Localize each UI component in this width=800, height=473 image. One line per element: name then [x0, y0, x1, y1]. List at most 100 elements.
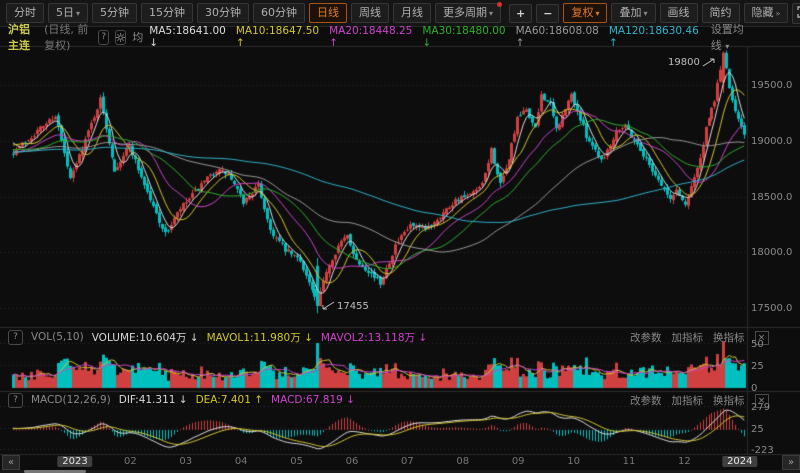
dea-value: DEA:7.401 ↑: [195, 394, 264, 406]
chevron-down-icon: ▾: [76, 9, 81, 18]
volume-axis-label: 0: [751, 383, 758, 394]
macd-change-params-link[interactable]: 改参数: [630, 395, 662, 407]
period-button-5日[interactable]: 5日 ▾: [48, 3, 89, 23]
macd-indicator-label[interactable]: MACD(12,26,9): [31, 394, 111, 406]
action-buttons: 复权 ▾ 叠加 ▾ 画线 简约 隐藏»: [563, 3, 789, 23]
time-axis-label-11[interactable]: 11: [622, 456, 636, 467]
ma-value-2: MA20:18448.25 ↑: [329, 25, 413, 49]
time-axis-label-09[interactable]: 09: [511, 456, 525, 467]
time-axis-label-2023[interactable]: 2023: [57, 456, 93, 467]
ma-value-0: MA5:18641.00 ↓: [149, 25, 226, 49]
ma-prefix-label: 均: [132, 31, 144, 44]
macd-pane-links: 改参数 加指标 换指标 ×: [630, 393, 769, 408]
chevron-down-icon: ▾: [643, 9, 648, 18]
time-axis-label-03[interactable]: 03: [179, 456, 193, 467]
ma-value-4: MA60:18608.08 ↑: [515, 25, 599, 49]
scroll-left-button[interactable]: «: [2, 455, 20, 470]
gear-icon-glyph: [116, 32, 126, 42]
action-button-复权[interactable]: 复权 ▾: [563, 3, 608, 23]
macd-add-indicator-link[interactable]: 加指标: [671, 395, 704, 407]
volume-axis-label: 50: [751, 339, 764, 350]
time-axis-label-08[interactable]: 08: [456, 456, 470, 467]
time-axis-label-02[interactable]: 02: [124, 456, 137, 467]
help-icon[interactable]: ?: [8, 392, 23, 408]
action-button-叠加[interactable]: 叠加 ▾: [611, 3, 656, 23]
double-arrow-icon: »: [775, 9, 781, 18]
action-button-画线[interactable]: 画线: [659, 3, 698, 23]
period-button-月线[interactable]: 月线: [393, 3, 432, 23]
period-button-周线[interactable]: 周线: [351, 3, 390, 23]
price-axis-label: 19000.0: [751, 135, 793, 147]
macd-axis-label: 25: [751, 423, 764, 435]
macd-pane-header: ? MACD(12,26,9) DIF:41.311 ↓ DEA:7.401 ↑…: [8, 392, 355, 408]
ma-value-1: MA10:18647.50 ↑: [235, 25, 320, 49]
close-icon[interactable]: ×: [754, 393, 769, 408]
volume-indicator-label[interactable]: VOL(5,10): [31, 331, 84, 343]
low-price-annotation: 17455: [320, 300, 369, 312]
volume-pane-links: 改参数 加指标 换指标 ×: [630, 330, 769, 345]
chart-scrollbar[interactable]: [0, 470, 800, 473]
fullscreen-icon: [797, 5, 800, 18]
notification-dot: [497, 2, 503, 7]
volume-add-indicator-link[interactable]: 加指标: [671, 332, 704, 344]
high-price-label: 19800: [668, 56, 700, 68]
arrow-down-left-icon: [322, 301, 335, 310]
time-axis-label-07[interactable]: 07: [401, 456, 414, 467]
help-icon[interactable]: ?: [8, 329, 23, 345]
zoom-in-button[interactable]: +: [509, 3, 533, 23]
action-button-隐藏[interactable]: 隐藏»: [743, 3, 789, 23]
time-axis-label-06[interactable]: 06: [345, 456, 359, 467]
action-button-简约[interactable]: 简约: [701, 3, 740, 23]
macd-axis-label: -223: [751, 445, 774, 457]
volume-pane-header: ? VOL(5,10) VOLUME:10.604万 ↓ MAVOL1:11.9…: [8, 329, 428, 345]
time-axis-label-2024[interactable]: 2024: [722, 456, 758, 467]
period-button-分时[interactable]: 分时: [6, 3, 44, 23]
period-button-30分钟[interactable]: 30分钟: [197, 3, 250, 23]
chevron-down-icon: ▾: [595, 9, 600, 18]
volume-axis-label: 25: [751, 361, 764, 372]
period-toolbar: 分时 5日 ▾ 5分钟 15分钟 30分钟 60分钟 日线 周线 月线 更多周期 ▾ + − 复权 ▾ 叠…: [0, 0, 800, 27]
volume-change-params-link[interactable]: 改参数: [630, 332, 662, 344]
time-axis-label-04[interactable]: 04: [234, 456, 248, 467]
mavol2-value: MAVOL2:13.118万 ↓: [320, 331, 428, 344]
time-axis-label-12[interactable]: 12: [678, 456, 691, 467]
macd-value: MACD:67.819 ↓: [271, 394, 355, 406]
ma-values: MA5:18641.00 ↓ MA10:18647.50 ↑ MA20:18448.…: [149, 25, 698, 49]
symbol-subtitle: (日线, 前复权): [44, 23, 89, 52]
mavol1-value: MAVOL1:11.980万 ↓: [206, 331, 313, 344]
macd-switch-indicator-link[interactable]: 换指标: [713, 395, 745, 407]
ma-value-5: MA120:18630.46 ↑: [608, 25, 699, 49]
macd-axis-label: 279: [751, 402, 771, 413]
chevron-down-icon: ▾: [725, 42, 730, 51]
help-icon[interactable]: ?: [98, 29, 110, 45]
period-button-60分钟[interactable]: 60分钟: [253, 3, 306, 23]
symbol-name: 沪铝主连: [8, 23, 30, 52]
close-icon[interactable]: ×: [754, 330, 769, 345]
period-button-5分钟[interactable]: 5分钟: [92, 3, 138, 23]
set-ma-label: 设置均线: [710, 23, 744, 52]
gear-icon[interactable]: [115, 29, 127, 45]
period-button-更多周期[interactable]: 更多周期 ▾: [435, 2, 503, 23]
high-price-annotation: 19800: [668, 56, 717, 68]
scrollbar-thumb[interactable]: [24, 470, 86, 473]
volume-value: VOLUME:10.604万 ↓: [91, 331, 199, 344]
price-axis-label: 19500.0: [751, 80, 793, 91]
chart-header: 沪铝主连 (日线, 前复权) ? 均 MA5:18641.00 ↓ MA10:18…: [0, 23, 800, 52]
dif-value: DIF:41.311 ↓: [118, 394, 188, 406]
period-button-日线[interactable]: 日线: [309, 3, 348, 23]
time-axis-label-05[interactable]: 05: [290, 456, 303, 467]
ma-value-3: MA30:18480.00 ↓: [422, 25, 506, 49]
time-axis-label-10[interactable]: 10: [567, 456, 580, 467]
scroll-right-button[interactable]: »: [782, 455, 800, 470]
period-buttons: 分时 5日 ▾ 5分钟 15分钟 30分钟 60分钟 日线 周线 月线 更多周期 ▾: [6, 2, 503, 23]
low-price-label: 17455: [337, 300, 369, 312]
chevron-down-icon: ▾: [489, 9, 494, 18]
time-axis: « » 2023 02 03 04 05 06 07 08 09 10 11 12 2024: [0, 455, 800, 470]
volume-switch-indicator-link[interactable]: 换指标: [713, 332, 745, 344]
period-button-15分钟[interactable]: 15分钟: [141, 3, 194, 23]
set-ma-button[interactable]: 设置均线 ▾: [711, 21, 746, 53]
zoom-out-button[interactable]: −: [536, 3, 560, 23]
fullscreen-button[interactable]: [792, 2, 800, 24]
